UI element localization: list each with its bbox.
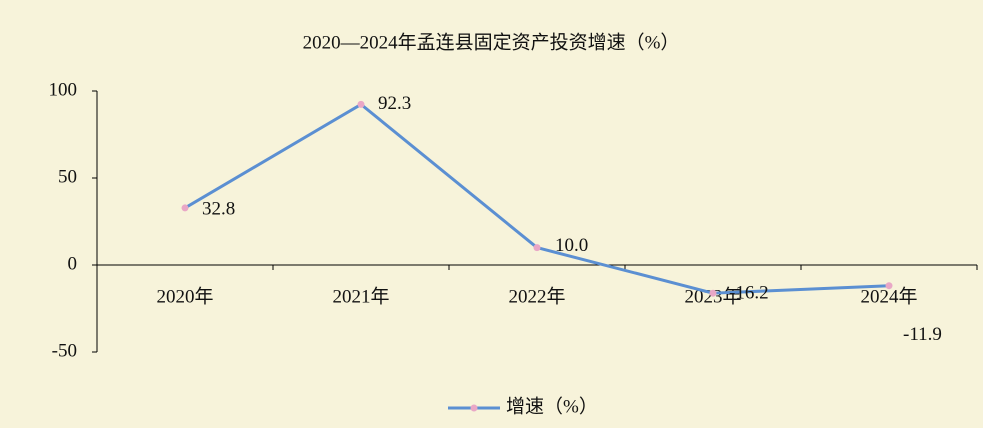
y-tick-label: 0 — [68, 253, 78, 274]
data-label: 32.8 — [202, 198, 235, 219]
data-label: 92.3 — [378, 93, 411, 114]
y-tick-label: 100 — [49, 79, 78, 100]
point — [357, 100, 365, 108]
x-tick-label: 2020年 — [156, 285, 213, 307]
data-label: -11.9 — [903, 324, 942, 345]
legend-marker — [470, 404, 478, 412]
data-label: -16.2 — [729, 283, 769, 304]
point — [533, 244, 541, 252]
point — [181, 204, 189, 212]
chart-title: 2020—2024年孟连县固定资产投资增速（%） — [303, 31, 680, 53]
point — [709, 289, 717, 297]
data-label: 10.0 — [555, 235, 588, 256]
y-tick-label: 50 — [58, 166, 77, 187]
y-tick-label: -50 — [52, 340, 77, 361]
x-tick-label: 2021年 — [332, 285, 389, 307]
point — [885, 282, 893, 290]
legend-label: 增速（%） — [506, 395, 598, 417]
x-tick-label: 2024年 — [860, 285, 917, 307]
x-tick-label: 2022年 — [508, 285, 565, 307]
